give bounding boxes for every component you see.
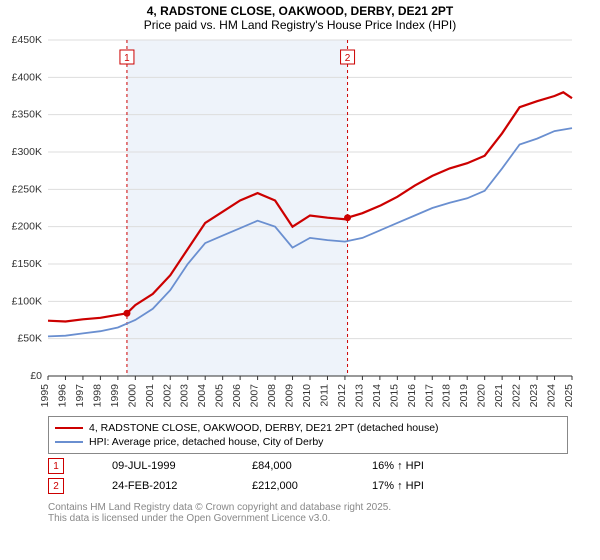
svg-text:2014: 2014 (371, 384, 383, 408)
svg-text:2011: 2011 (318, 384, 330, 407)
svg-text:2010: 2010 (301, 384, 313, 408)
legend-label: HPI: Average price, detached house, City… (89, 436, 323, 448)
svg-text:2023: 2023 (528, 384, 540, 408)
svg-text:2007: 2007 (249, 384, 261, 408)
svg-text:2002: 2002 (161, 384, 173, 408)
chart-titles: 4, RADSTONE CLOSE, OAKWOOD, DERBY, DE21 … (0, 0, 600, 32)
svg-text:£450K: £450K (12, 34, 42, 46)
svg-text:2025: 2025 (563, 384, 575, 408)
svg-text:2004: 2004 (196, 384, 208, 408)
svg-text:2022: 2022 (511, 384, 523, 408)
svg-text:2006: 2006 (231, 384, 243, 408)
svg-text:2020: 2020 (476, 384, 488, 408)
svg-text:2012: 2012 (336, 384, 348, 408)
svg-text:£0: £0 (30, 370, 42, 382)
svg-text:£50K: £50K (17, 333, 42, 345)
legend-item: HPI: Average price, detached house, City… (55, 435, 561, 449)
svg-text:2016: 2016 (406, 384, 418, 408)
legend-item: 4, RADSTONE CLOSE, OAKWOOD, DERBY, DE21 … (55, 421, 561, 435)
svg-text:£350K: £350K (12, 109, 42, 121)
legend: 4, RADSTONE CLOSE, OAKWOOD, DERBY, DE21 … (48, 416, 568, 454)
svg-text:£300K: £300K (12, 146, 42, 158)
legend-swatch (55, 441, 83, 443)
marker-price: £84,000 (252, 460, 332, 472)
svg-text:£250K: £250K (12, 183, 42, 195)
marker-date: 09-JUL-1999 (112, 460, 212, 472)
svg-text:2017: 2017 (423, 384, 435, 408)
chart-svg: £0 £50K £100K £150K £200K £250K £300K £350K £400… (0, 32, 600, 412)
svg-text:2018: 2018 (441, 384, 453, 408)
marker-date: 24-FEB-2012 (112, 480, 212, 492)
svg-text:2003: 2003 (179, 384, 191, 408)
svg-text:2001: 2001 (144, 384, 156, 408)
footer-line1: Contains HM Land Registry data © Crown c… (48, 502, 568, 513)
marker-row: 1 09-JUL-1999 £84,000 16% ↑ HPI (48, 456, 568, 476)
svg-text:£150K: £150K (12, 258, 42, 270)
legend-swatch (55, 427, 83, 429)
svg-text:2009: 2009 (284, 384, 296, 408)
svg-text:2013: 2013 (353, 384, 365, 408)
svg-text:2015: 2015 (388, 384, 400, 408)
footer-line2: This data is licensed under the Open Gov… (48, 513, 568, 524)
svg-text:2021: 2021 (493, 384, 505, 408)
svg-text:2024: 2024 (546, 384, 558, 408)
svg-text:£200K: £200K (12, 221, 42, 233)
svg-text:1999: 1999 (109, 384, 121, 408)
marker-row: 2 24-FEB-2012 £212,000 17% ↑ HPI (48, 476, 568, 496)
legend-label: 4, RADSTONE CLOSE, OAKWOOD, DERBY, DE21 … (89, 422, 439, 434)
svg-text:1996: 1996 (56, 384, 68, 408)
marker-badge: 1 (48, 458, 64, 474)
svg-text:2: 2 (345, 53, 351, 64)
svg-text:1: 1 (124, 53, 130, 64)
svg-text:1997: 1997 (74, 384, 86, 408)
title-line1: 4, RADSTONE CLOSE, OAKWOOD, DERBY, DE21 … (0, 4, 600, 18)
svg-text:£400K: £400K (12, 71, 42, 83)
marker-hpi: 17% ↑ HPI (372, 480, 452, 492)
svg-text:2019: 2019 (458, 384, 470, 408)
marker-price: £212,000 (252, 480, 332, 492)
svg-text:2008: 2008 (266, 384, 278, 408)
marker-badge: 2 (48, 478, 64, 494)
chart-area: £0 £50K £100K £150K £200K £250K £300K £350K £400… (0, 32, 600, 412)
svg-text:2005: 2005 (214, 384, 226, 408)
marker-table: 1 09-JUL-1999 £84,000 16% ↑ HPI 2 24-FEB… (48, 456, 568, 496)
footer: Contains HM Land Registry data © Crown c… (48, 502, 568, 524)
title-line2: Price paid vs. HM Land Registry's House … (0, 18, 600, 32)
svg-text:1995: 1995 (39, 384, 51, 408)
marker-hpi: 16% ↑ HPI (372, 460, 452, 472)
svg-text:2000: 2000 (126, 384, 138, 408)
svg-text:£100K: £100K (12, 295, 42, 307)
svg-text:1998: 1998 (91, 384, 103, 408)
